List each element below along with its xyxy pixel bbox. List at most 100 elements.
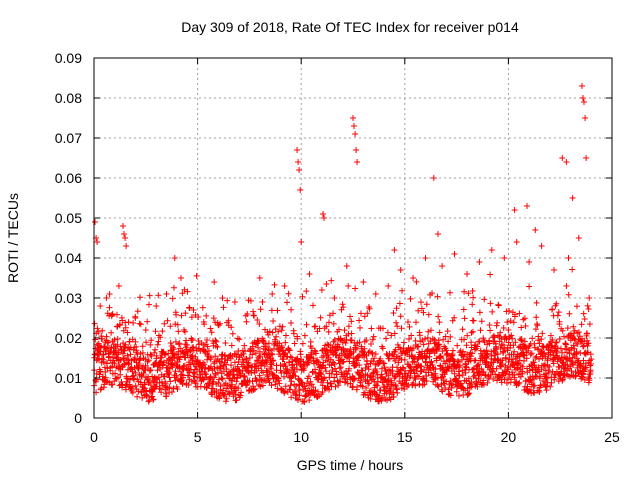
data-point bbox=[588, 356, 595, 363]
data-point bbox=[586, 377, 593, 384]
data-point bbox=[147, 382, 154, 389]
data-point bbox=[291, 340, 298, 347]
data-point bbox=[486, 322, 493, 328]
data-point bbox=[391, 247, 398, 253]
data-point bbox=[306, 382, 312, 389]
data-point bbox=[501, 345, 508, 352]
data-point bbox=[342, 340, 349, 346]
data-point bbox=[468, 329, 475, 336]
data-point bbox=[185, 372, 192, 379]
data-point bbox=[438, 355, 444, 362]
data-point bbox=[517, 373, 524, 380]
data-point bbox=[579, 83, 585, 89]
data-point bbox=[359, 383, 366, 390]
data-point bbox=[254, 317, 261, 323]
data-point bbox=[436, 329, 443, 336]
data-point bbox=[347, 313, 353, 320]
data-point bbox=[175, 328, 182, 335]
data-point bbox=[246, 355, 253, 361]
data-point bbox=[108, 312, 115, 318]
data-point bbox=[416, 332, 423, 339]
data-point bbox=[512, 311, 518, 318]
data-point bbox=[170, 346, 177, 353]
data-point bbox=[323, 368, 329, 375]
x-tick-label: 25 bbox=[604, 429, 620, 445]
data-point bbox=[564, 362, 571, 369]
data-point bbox=[379, 345, 386, 352]
y-tick-label: 0.02 bbox=[55, 330, 82, 346]
data-point bbox=[521, 315, 528, 322]
data-point bbox=[372, 366, 379, 372]
x-axis-label: GPS time / hours bbox=[297, 457, 404, 473]
data-point bbox=[564, 325, 571, 332]
data-point bbox=[464, 332, 471, 339]
y-tick-label: 0.08 bbox=[55, 90, 82, 106]
data-point bbox=[300, 367, 307, 374]
data-point bbox=[235, 385, 242, 392]
data-point bbox=[126, 361, 132, 368]
data-point bbox=[143, 393, 150, 399]
data-point bbox=[94, 239, 101, 245]
data-point bbox=[176, 340, 183, 347]
data-point bbox=[397, 267, 404, 273]
data-point bbox=[391, 330, 398, 337]
data-point bbox=[215, 369, 221, 376]
data-point bbox=[491, 355, 498, 362]
data-point bbox=[195, 314, 202, 320]
data-point bbox=[233, 397, 240, 404]
data-point bbox=[307, 338, 314, 345]
data-point bbox=[326, 386, 333, 393]
data-point bbox=[354, 383, 361, 390]
data-point bbox=[567, 357, 574, 364]
data-point bbox=[350, 115, 356, 121]
data-point bbox=[207, 375, 214, 382]
data-point bbox=[220, 304, 227, 311]
data-point bbox=[132, 382, 139, 389]
data-point bbox=[403, 377, 410, 384]
data-point bbox=[522, 323, 529, 329]
data-point bbox=[526, 259, 533, 265]
data-point bbox=[449, 317, 456, 324]
data-point bbox=[154, 341, 161, 348]
data-point bbox=[490, 376, 497, 382]
data-point bbox=[366, 305, 373, 312]
data-point bbox=[211, 279, 218, 285]
data-point bbox=[372, 291, 379, 297]
data-point bbox=[251, 312, 258, 319]
data-point bbox=[371, 355, 378, 362]
y-axis-label: ROTI / TECUs bbox=[5, 193, 21, 283]
data-point bbox=[241, 342, 248, 349]
y-tick-label: 0.05 bbox=[55, 210, 82, 226]
data-point bbox=[508, 356, 515, 363]
data-point bbox=[511, 348, 518, 355]
data-point bbox=[505, 366, 512, 373]
data-point bbox=[344, 370, 351, 377]
data-point bbox=[412, 376, 419, 383]
data-point bbox=[429, 290, 435, 297]
data-point bbox=[351, 123, 357, 129]
data-point bbox=[415, 343, 422, 350]
data-point bbox=[444, 328, 451, 335]
data-point bbox=[505, 327, 512, 333]
data-point bbox=[223, 395, 230, 402]
data-point bbox=[353, 342, 359, 349]
data-point bbox=[476, 259, 483, 265]
data-point bbox=[270, 318, 277, 324]
data-point bbox=[362, 365, 369, 371]
data-point bbox=[350, 377, 357, 383]
data-point bbox=[524, 203, 530, 209]
data-point bbox=[531, 382, 538, 389]
data-point bbox=[533, 299, 540, 306]
data-point bbox=[319, 389, 326, 396]
data-point bbox=[407, 373, 414, 379]
data-point bbox=[487, 300, 494, 307]
data-point bbox=[399, 287, 405, 294]
data-point bbox=[402, 367, 409, 374]
data-point bbox=[256, 275, 263, 281]
data-point bbox=[155, 292, 162, 299]
data-point bbox=[152, 328, 159, 335]
data-point bbox=[340, 358, 347, 365]
data-point bbox=[581, 99, 587, 105]
data-point bbox=[394, 323, 401, 330]
data-point bbox=[93, 370, 100, 377]
